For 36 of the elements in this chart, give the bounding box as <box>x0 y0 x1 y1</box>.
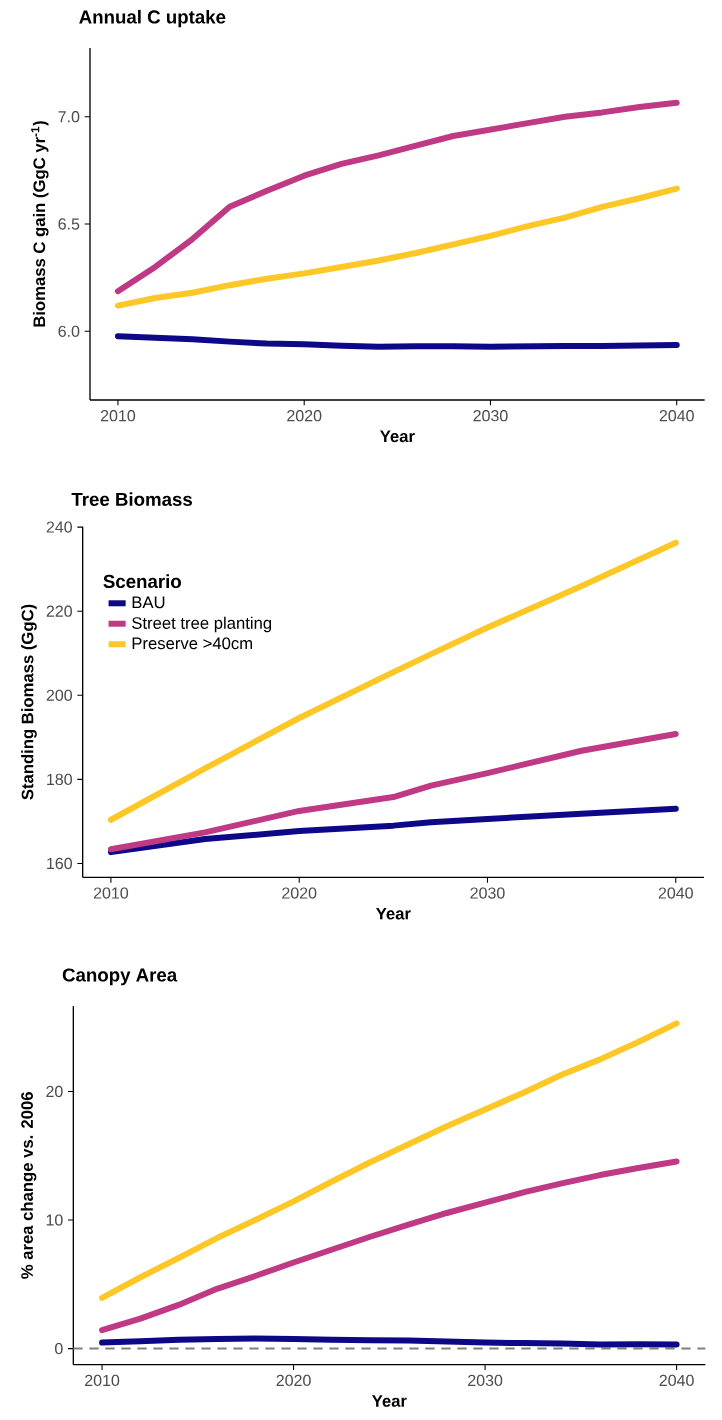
x-tick-label: 2040 <box>659 410 694 422</box>
y-tick-label: 20 <box>46 1085 63 1098</box>
x-tick-label: 2030 <box>473 410 508 422</box>
y-tick-label: 7.0 <box>58 111 80 123</box>
y-axis-title: Biomass C gain (GgC yr$^{-1}$) <box>31 121 49 327</box>
x-tick-label: 2010 <box>85 1374 120 1387</box>
legend-label: Street tree planting <box>132 616 272 633</box>
y-tick-label: 240 <box>46 521 72 533</box>
y-tick-label: 10 <box>46 1214 63 1226</box>
chart-title: Canopy Area <box>62 968 178 986</box>
chart-title: Annual C uptake <box>79 9 226 28</box>
legend-title: Scenario <box>103 574 181 589</box>
x-tick-label: 2030 <box>470 887 505 899</box>
chart-title: Tree Biomass <box>71 492 192 506</box>
x-tick-label: 2030 <box>468 1374 503 1387</box>
x-tick-label: 2020 <box>276 1374 311 1387</box>
y-tick-label: 160 <box>47 857 72 870</box>
y-tick-label: 6.5 <box>58 218 80 230</box>
legend-label: BAU <box>132 596 165 609</box>
legend-label: Preserve >40cm <box>132 637 252 650</box>
x-tick-label: 2040 <box>658 887 693 899</box>
x-tick-label: 2020 <box>282 887 317 899</box>
x-tick-label: 2010 <box>100 410 136 422</box>
y-tick-label: 220 <box>46 605 72 617</box>
x-axis-title: Year <box>380 430 415 443</box>
x-tick-label: 2020 <box>287 410 322 422</box>
y-axis-title: % area change vs. 2006 <box>20 1092 37 1279</box>
x-axis-title: Year <box>376 907 411 920</box>
y-tick-label: 200 <box>46 689 72 701</box>
y-tick-label: 6.0 <box>58 325 80 337</box>
y-tick-label: 0 <box>55 1342 63 1355</box>
y-tick-label: 180 <box>47 773 72 786</box>
y-axis-title: Standing Biomass (GgC) <box>21 604 37 800</box>
x-tick-label: 2040 <box>659 1374 694 1387</box>
x-axis-title: Year <box>372 1395 407 1407</box>
x-tick-label: 2010 <box>93 887 129 899</box>
